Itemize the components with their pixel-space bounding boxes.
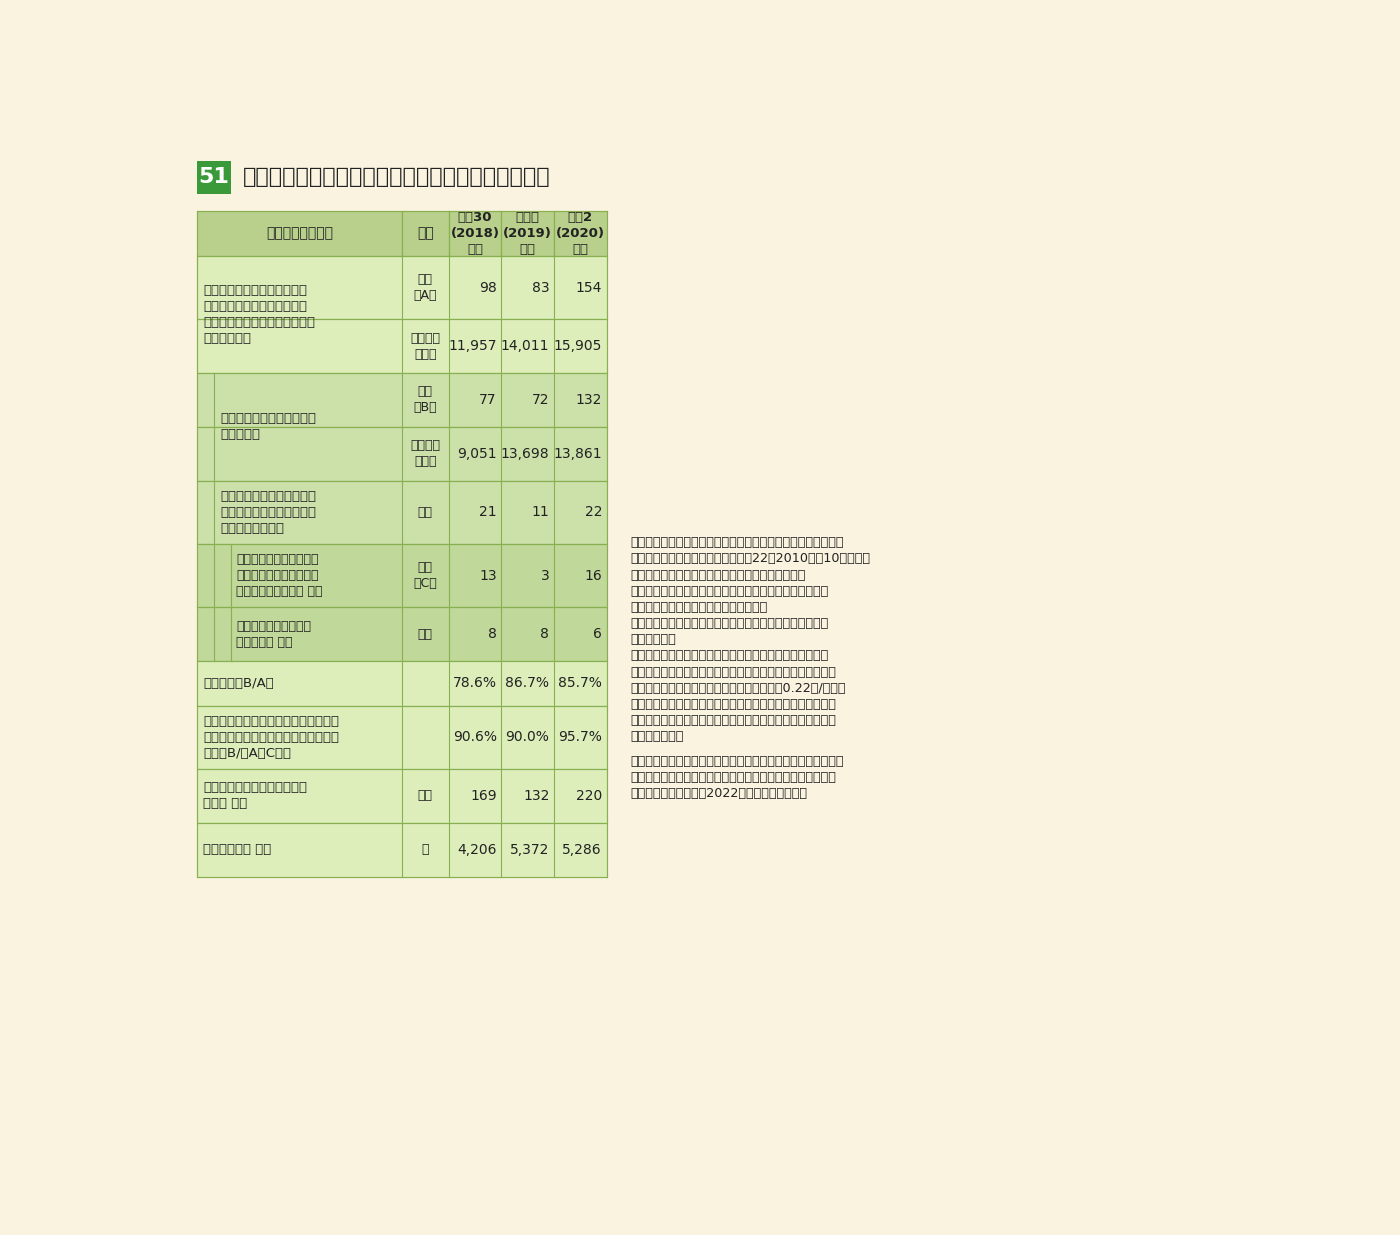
Text: 棟数
【A】: 棟数 【A】 <box>413 273 437 303</box>
Text: 旧基本方針注１において積極
的に木造化を促進するとされ
ている低層（３階建て以下）の
公共建築物等: 旧基本方針注１において積極 的に木造化を促進するとされ ている低層（３階建て以下… <box>203 284 315 345</box>
Text: 14,011: 14,011 <box>501 340 549 353</box>
Text: 220: 220 <box>575 789 602 803</box>
Text: 154: 154 <box>575 280 602 295</box>
Text: リングを行い、検証をした結果。: リングを行い、検証をした結果。 <box>630 601 767 614</box>
Text: 5,372: 5,372 <box>510 842 549 857</box>
Text: 83: 83 <box>532 280 549 295</box>
Text: 86.7%: 86.7% <box>505 677 549 690</box>
Bar <box>196 823 606 877</box>
Text: うち、各省各庁において木
造化になじまない等と判断
された公共建築物: うち、各省各庁において木 造化になじまない等と判断 された公共建築物 <box>220 490 316 535</box>
Text: ㎡: ㎡ <box>421 844 428 856</box>
Bar <box>196 543 606 608</box>
Text: 未計上。: 未計上。 <box>630 730 683 743</box>
Text: 棟数: 棟数 <box>417 789 433 803</box>
Text: 13,698: 13,698 <box>501 447 549 461</box>
Text: 16: 16 <box>584 568 602 583</box>
Bar <box>501 211 554 256</box>
Text: 78.6%: 78.6% <box>452 677 497 690</box>
Text: 4,206: 4,206 <box>458 842 497 857</box>
Bar <box>196 480 606 543</box>
Text: 11: 11 <box>532 505 549 520</box>
Text: 132: 132 <box>524 789 549 803</box>
Bar <box>196 211 402 256</box>
Text: 注１：旧基本方針とは、「公共建築物における木材の利用の促: 注１：旧基本方針とは、「公共建築物における木材の利用の促 <box>630 536 843 550</box>
Bar <box>554 211 606 256</box>
Text: 3: 3 <box>540 568 549 583</box>
Text: 内装等の木質化を行った公共
建築物 注３: 内装等の木質化を行った公共 建築物 注３ <box>203 782 307 810</box>
Text: ４：当該年度に完成した公共建築物において、木造化及び: ４：当該年度に完成した公共建築物において、木造化及び <box>630 650 829 662</box>
Text: 132: 132 <box>575 393 602 408</box>
Text: 22: 22 <box>585 505 602 520</box>
Text: ３：木造で整備を行った公共建築物の棟数は除いたもので: ３：木造で整備を行った公共建築物の棟数は除いたもので <box>630 618 829 630</box>
Text: 90.0%: 90.0% <box>505 730 549 745</box>
Bar <box>196 608 606 661</box>
Text: 77: 77 <box>479 393 497 408</box>
Text: うち、施設が必要とする
機能等の観点から木造化
が困難であったもの 注２: うち、施設が必要とする 機能等の観点から木造化 が困難であったもの 注２ <box>237 553 323 598</box>
Bar <box>196 427 606 480</box>
Bar <box>448 211 501 256</box>
Text: 整備及び使用実績: 整備及び使用実績 <box>266 227 333 241</box>
Text: 95.7%: 95.7% <box>559 730 602 745</box>
Bar <box>196 161 231 194</box>
Text: 平成30
(2018)
年度: 平成30 (2018) 年度 <box>451 211 500 256</box>
Text: 棟数
【C】: 棟数 【C】 <box>413 561 437 590</box>
Text: 築物で、使用量が不明なものについての木材使用量は: 築物で、使用量が不明なものについての木材使用量は <box>630 714 836 727</box>
Text: 単位: 単位 <box>417 227 434 241</box>
Text: 国が整備する公共建築物における木材利用推進状況: 国が整備する公共建築物における木材利用推進状況 <box>244 168 550 188</box>
Text: て」（令和４（2022）年４月１日付け）: て」（令和４（2022）年４月１日付け） <box>630 787 806 800</box>
Text: 棟数: 棟数 <box>417 506 433 519</box>
Text: 90.6%: 90.6% <box>452 730 497 745</box>
Text: 13: 13 <box>479 568 497 583</box>
Text: 13,861: 13,861 <box>553 447 602 461</box>
Text: 85.7%: 85.7% <box>559 677 602 690</box>
Text: 算した換算値。また、内装等に木材を使用した公共建: 算した換算値。また、内装等に木材を使用した公共建 <box>630 698 836 711</box>
Text: 6: 6 <box>594 627 602 641</box>
Text: 棟数
【B】: 棟数 【B】 <box>413 385 437 415</box>
Text: 令和2
(2020)
年度: 令和2 (2020) 年度 <box>556 211 605 256</box>
Text: 9,051: 9,051 <box>456 447 497 461</box>
Bar <box>196 661 606 705</box>
Text: 98: 98 <box>479 280 497 295</box>
Text: 進に関する基本方針」（平成22（2010）年10月４日農: 進に関する基本方針」（平成22（2010）年10月４日農 <box>630 552 869 566</box>
Bar <box>196 319 606 373</box>
Text: 11,957: 11,957 <box>448 340 497 353</box>
Text: 木質化による木材使用量。木造で整備を行った公共建: 木質化による木材使用量。木造で整備を行った公共建 <box>630 666 836 679</box>
Bar <box>196 373 606 427</box>
Bar <box>402 211 448 256</box>
Text: 72: 72 <box>532 393 549 408</box>
Text: 木材の使用量 注４: 木材の使用量 注４ <box>203 844 272 856</box>
Text: 21: 21 <box>479 505 497 520</box>
Text: 棟数: 棟数 <box>417 627 433 641</box>
Text: ２：林野庁・国土交通省の検証チームが、各省各庁にヒア: ２：林野庁・国土交通省の検証チームが、各省各庁にヒア <box>630 585 829 598</box>
Text: 林水産省、国土交通省告示第３号）をいう。: 林水産省、国土交通省告示第３号）をいう。 <box>630 568 805 582</box>
Bar <box>196 705 606 769</box>
Text: 令和元
(2019)
年度: 令和元 (2019) 年度 <box>503 211 552 256</box>
Text: 築物のうち、使用量が不明なものは、0.22㎡/㎡で換: 築物のうち、使用量が不明なものは、0.22㎡/㎡で換 <box>630 682 846 695</box>
Text: 資料：林野庁プレスリリース「「令和３年度　建築物における: 資料：林野庁プレスリリース「「令和３年度 建築物における <box>630 755 843 768</box>
Text: 51: 51 <box>199 168 230 188</box>
Text: 15,905: 15,905 <box>553 340 602 353</box>
Text: 施設が必要とする機能等の観点から木
造化が困難であったものを除いた木造
化率【B/（A－C）】: 施設が必要とする機能等の観点から木 造化が困難であったものを除いた木造 化率【B… <box>203 715 339 760</box>
Text: 8: 8 <box>540 627 549 641</box>
Text: 延べ面積
（㎡）: 延べ面積 （㎡） <box>410 331 441 361</box>
Text: うち、木造で整備を行った
公共建築物: うち、木造で整備を行った 公共建築物 <box>220 412 316 441</box>
Bar <box>196 769 606 823</box>
Text: 集計。: 集計。 <box>630 634 676 646</box>
Text: 8: 8 <box>487 627 497 641</box>
Text: 木造化率【B/A】: 木造化率【B/A】 <box>203 677 273 690</box>
Text: 169: 169 <box>470 789 497 803</box>
Text: 5,286: 5,286 <box>563 842 602 857</box>
Bar <box>196 256 606 319</box>
Text: 延べ面積
（㎡）: 延べ面積 （㎡） <box>410 440 441 468</box>
Text: 木材の利用の促進に向けた措置の実施状況」等につい: 木材の利用の促進に向けた措置の実施状況」等につい <box>630 771 836 784</box>
Text: うち、木造化が可能で
あったもの 注２: うち、木造化が可能で あったもの 注２ <box>237 620 311 648</box>
